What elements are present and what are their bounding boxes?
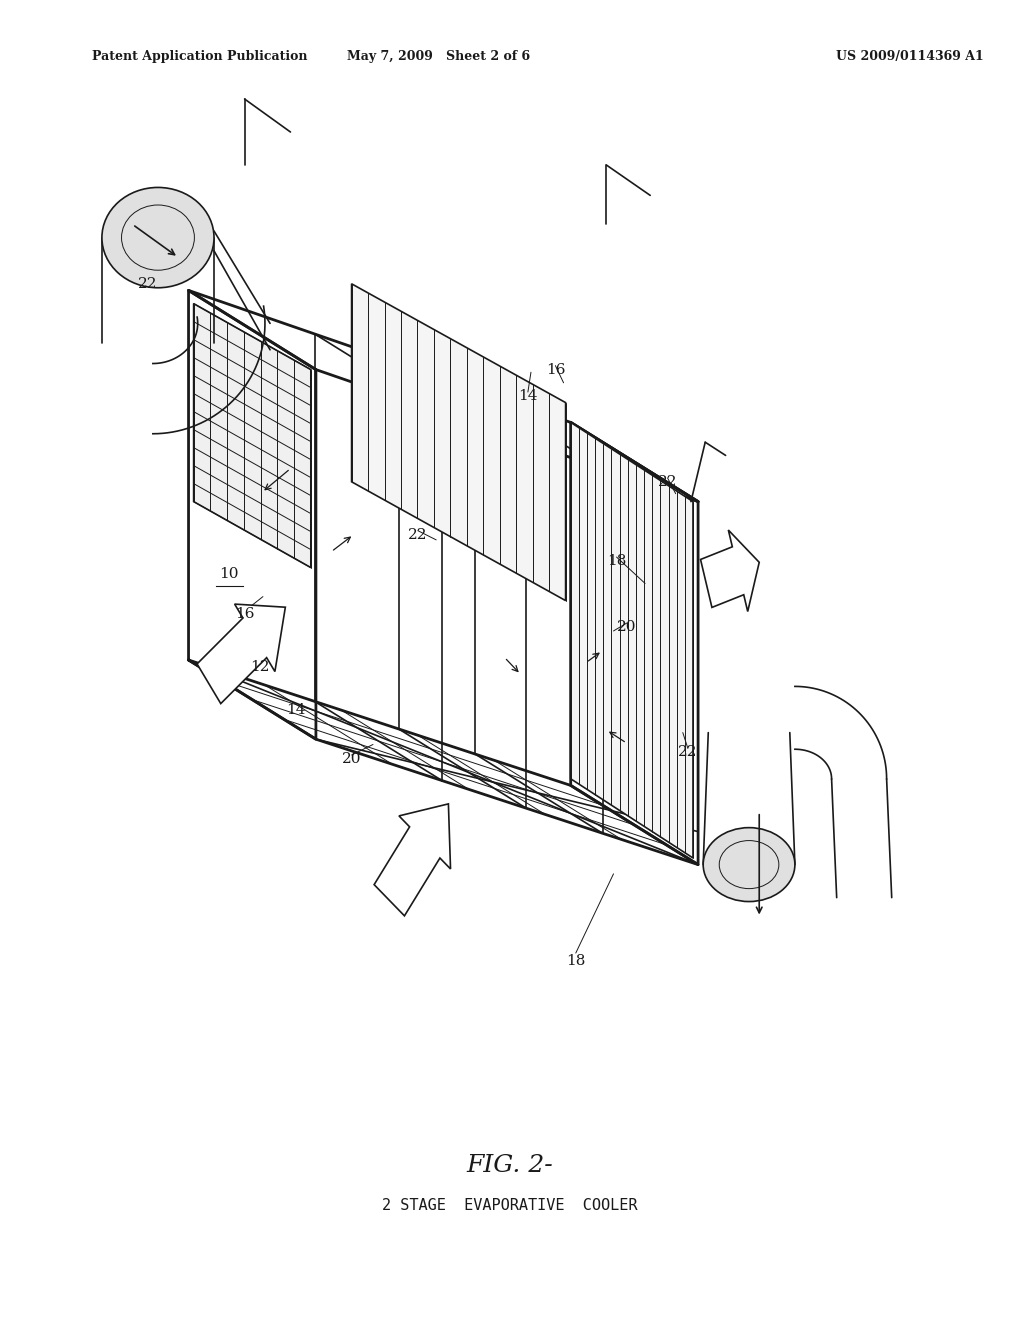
Text: 16: 16 (546, 363, 565, 376)
Text: 22: 22 (657, 475, 677, 488)
Text: 10: 10 (219, 568, 239, 581)
Text: 20: 20 (617, 620, 637, 634)
Polygon shape (570, 422, 693, 858)
Polygon shape (700, 531, 759, 611)
Text: 22: 22 (678, 746, 697, 759)
Text: 14: 14 (286, 704, 305, 717)
Text: May 7, 2009   Sheet 2 of 6: May 7, 2009 Sheet 2 of 6 (347, 50, 529, 63)
Text: 18: 18 (607, 554, 627, 568)
Text: 16: 16 (234, 607, 254, 620)
Polygon shape (374, 804, 451, 916)
Text: 14: 14 (518, 389, 538, 403)
Text: 20: 20 (342, 752, 361, 766)
Polygon shape (197, 605, 286, 704)
Polygon shape (194, 304, 311, 568)
Ellipse shape (703, 828, 795, 902)
Text: 22: 22 (409, 528, 428, 541)
Polygon shape (351, 284, 565, 601)
Ellipse shape (102, 187, 214, 288)
Text: Patent Application Publication: Patent Application Publication (92, 50, 307, 63)
Text: US 2009/0114369 A1: US 2009/0114369 A1 (836, 50, 983, 63)
Text: 18: 18 (566, 954, 586, 968)
Text: 2 STAGE  EVAPORATIVE  COOLER: 2 STAGE EVAPORATIVE COOLER (382, 1197, 637, 1213)
Text: 22: 22 (138, 277, 158, 290)
Text: FIG. 2-: FIG. 2- (466, 1154, 553, 1177)
Text: 12: 12 (250, 660, 269, 673)
